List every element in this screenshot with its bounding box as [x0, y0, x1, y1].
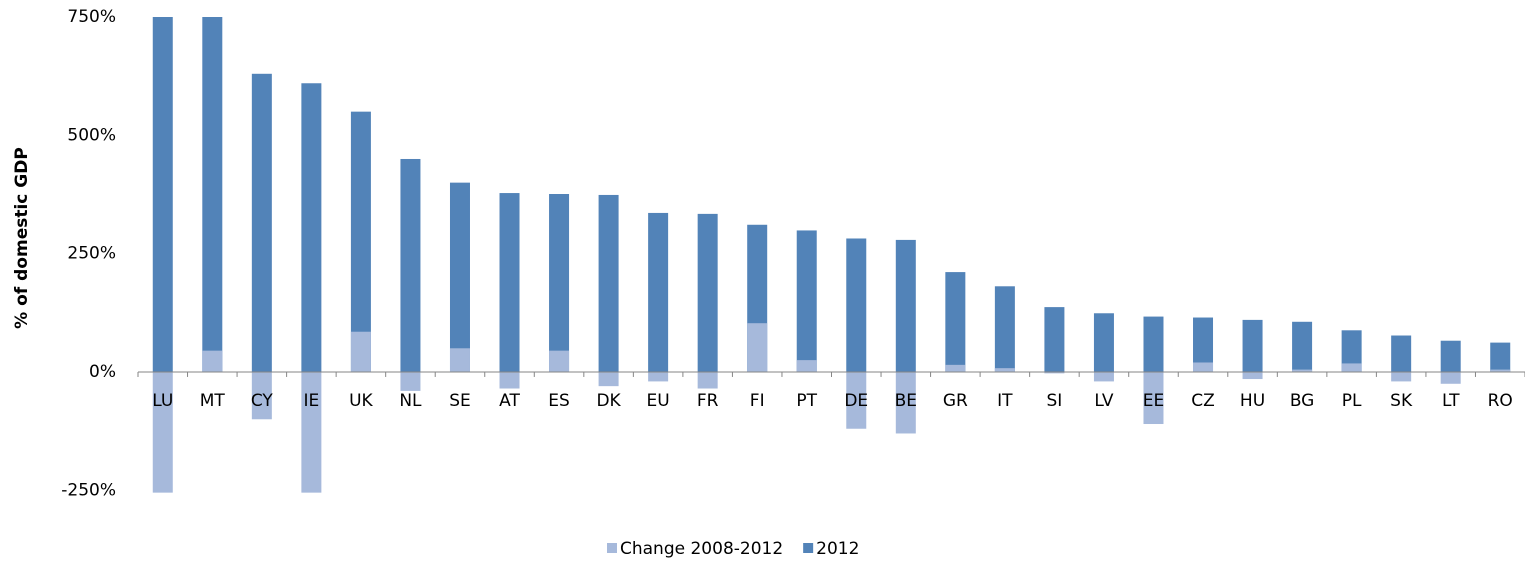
bar — [499, 371, 520, 389]
bar — [549, 350, 570, 372]
bar — [796, 360, 817, 372]
x-tick-label: FR — [697, 391, 719, 411]
bar — [301, 83, 322, 372]
bar — [846, 238, 867, 372]
bar — [152, 17, 173, 372]
bar — [598, 194, 619, 372]
bar — [648, 371, 669, 382]
x-tick-label: MT — [200, 391, 226, 411]
bar — [400, 158, 421, 372]
bar — [1490, 369, 1511, 372]
x-tick-label: HU — [1240, 391, 1265, 411]
x-tick-label: PT — [796, 391, 817, 411]
bar — [598, 371, 619, 387]
bar — [1440, 371, 1461, 384]
x-tick-label: EE — [1143, 391, 1164, 411]
x-tick-label: EU — [647, 391, 670, 411]
x-tick-label: PL — [1342, 391, 1362, 411]
y-tick-label: 0% — [89, 362, 116, 382]
bar — [301, 371, 322, 493]
bar — [1143, 371, 1164, 425]
x-tick-label: NL — [399, 391, 422, 411]
x-tick-label: ES — [548, 391, 570, 411]
bar — [994, 368, 1015, 372]
bar — [499, 193, 520, 372]
y-axis-label: % of domestic GDP — [12, 147, 32, 329]
x-tick-label: LV — [1094, 391, 1114, 411]
bar — [202, 17, 223, 372]
x-tick-label: AT — [499, 391, 520, 411]
legend-label: 2012 — [816, 539, 859, 559]
bar — [697, 371, 718, 389]
bar — [400, 371, 421, 391]
bar — [648, 212, 669, 372]
bar — [1341, 363, 1362, 372]
bar — [945, 272, 966, 372]
bar — [1044, 307, 1065, 372]
x-tick-label: FI — [750, 391, 765, 411]
bar — [1440, 340, 1461, 372]
x-tick-label: SI — [1047, 391, 1063, 411]
x-tick-label: RO — [1488, 391, 1513, 411]
bar — [1193, 317, 1214, 372]
bar — [697, 213, 718, 372]
bar — [1193, 362, 1214, 372]
x-tick-label: CY — [251, 391, 274, 411]
bar — [1490, 342, 1511, 372]
bar — [1391, 371, 1412, 382]
legend-swatch — [803, 543, 814, 553]
x-tick-label: BG — [1290, 391, 1315, 411]
bar — [895, 371, 916, 434]
y-tick-label: 250% — [67, 244, 116, 264]
bar — [251, 371, 272, 420]
x-tick-label: IT — [997, 391, 1013, 411]
bar — [1341, 330, 1362, 372]
bar — [1093, 371, 1114, 382]
bar — [747, 323, 768, 372]
bar — [846, 371, 867, 429]
bar — [251, 73, 272, 372]
bar — [1292, 321, 1313, 372]
bar — [1143, 316, 1164, 372]
bar — [895, 239, 916, 372]
x-tick-label: DK — [596, 391, 621, 411]
y-tick-label: -250% — [61, 480, 116, 500]
bar — [994, 286, 1015, 372]
bar — [549, 194, 570, 372]
x-tick-label: CZ — [1191, 391, 1215, 411]
bar — [1242, 319, 1263, 372]
bar — [1391, 335, 1412, 372]
x-tick-label: LU — [152, 391, 173, 411]
x-tick-label: IE — [303, 391, 319, 411]
bar — [152, 371, 173, 493]
x-tick-label: SK — [1390, 391, 1413, 411]
x-tick-label: DE — [844, 391, 868, 411]
bar — [945, 364, 966, 372]
bar — [1044, 371, 1065, 374]
x-tick-label: GR — [943, 391, 968, 411]
x-tick-label: BE — [895, 391, 917, 411]
bar — [796, 230, 817, 372]
x-tick-label: SE — [449, 391, 471, 411]
y-tick-label: 750% — [67, 7, 116, 27]
legend-label: Change 2008-2012 — [620, 539, 783, 559]
x-tick-label: LT — [1442, 391, 1460, 411]
legend-swatch — [607, 543, 617, 553]
y-tick-label: 500% — [67, 125, 116, 145]
bar — [1093, 313, 1114, 372]
bar — [202, 350, 223, 372]
bar — [350, 111, 371, 372]
bar — [1242, 371, 1263, 380]
x-tick-label: UK — [349, 391, 373, 411]
bar — [449, 348, 470, 372]
bar — [449, 182, 470, 372]
bar — [1292, 369, 1313, 372]
bar — [350, 331, 371, 372]
